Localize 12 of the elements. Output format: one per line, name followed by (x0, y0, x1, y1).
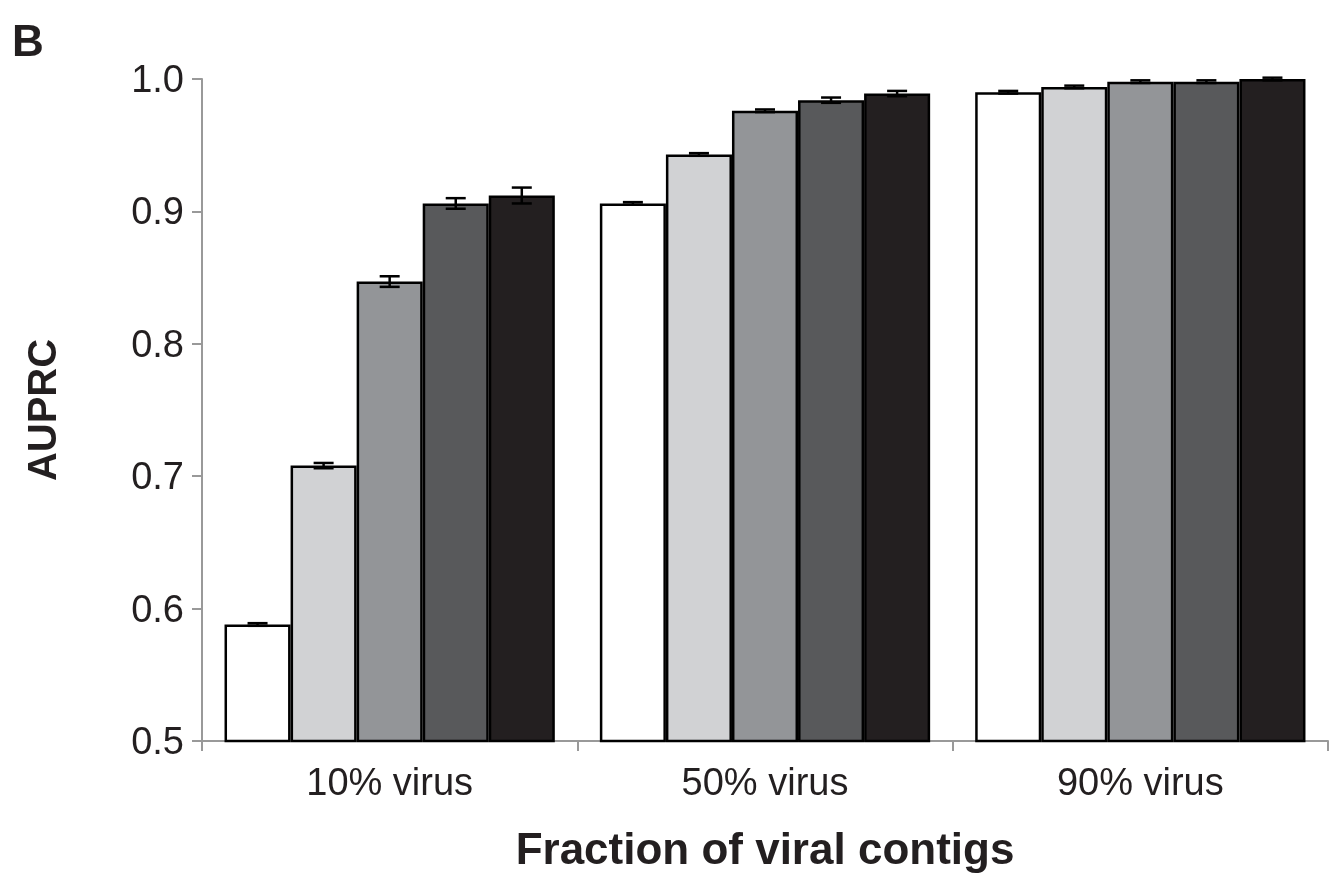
text: B (12, 15, 44, 65)
x-tick-label: 10% virus (306, 761, 474, 803)
y-tick-label: 1.0 (131, 58, 184, 100)
y-tick-label: 0.8 (131, 322, 184, 365)
x-axis-title: Fraction of viral contigs (515, 823, 1015, 873)
x-tick-label: 90% virus (1056, 761, 1224, 803)
y-tick-label: 0.5 (131, 720, 184, 762)
x-tick-label: 50% virus (681, 761, 849, 803)
y-tick-label: 0.6 (131, 587, 184, 630)
y-tick-label: 0.9 (131, 190, 184, 233)
y-axis-title: AUPRC (20, 338, 64, 482)
y-tick-label: 0.7 (131, 455, 184, 498)
